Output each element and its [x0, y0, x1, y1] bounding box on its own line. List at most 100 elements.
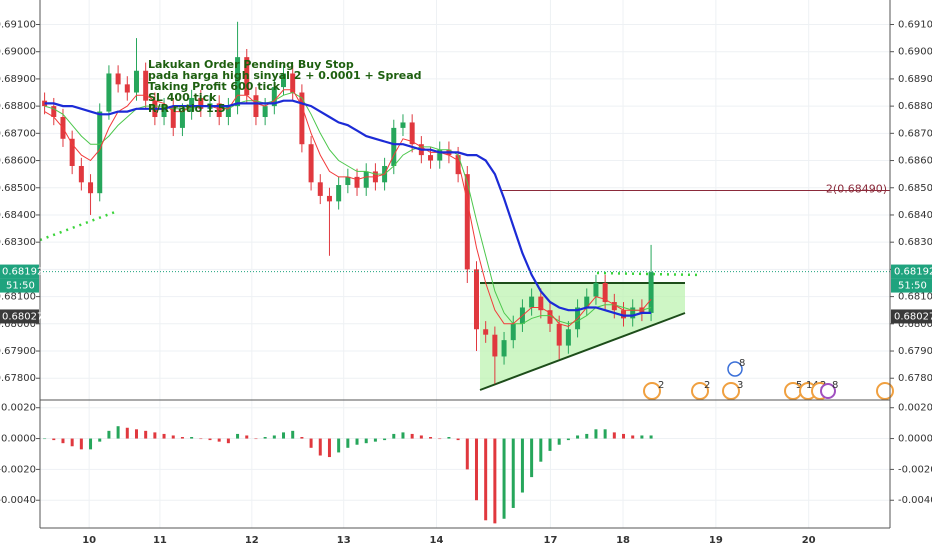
price-tag	[891, 309, 932, 324]
candle-body	[510, 323, 516, 341]
countdown: 51:50	[6, 281, 35, 292]
candle-body	[621, 310, 627, 319]
candle-body	[538, 296, 544, 311]
x-tick-label: 13	[337, 535, 351, 546]
histogram-bar	[401, 432, 405, 439]
candle-body	[400, 122, 406, 128]
candle-body	[225, 106, 231, 118]
histogram-bar	[309, 438, 313, 448]
candle-body	[409, 122, 415, 145]
histogram-bar	[640, 435, 644, 439]
histogram-bar	[631, 435, 635, 439]
histogram-bar	[190, 437, 194, 439]
candle-body	[345, 176, 351, 186]
histogram-bar	[364, 438, 368, 444]
candle-body	[281, 73, 287, 88]
histogram-bar	[429, 437, 433, 439]
y-tick-label: 0.0000	[1, 434, 36, 445]
price-tag-label: 0.68027	[894, 311, 932, 322]
candle-body	[308, 144, 314, 183]
y-tick-label: 0.69000	[0, 47, 36, 58]
candle-body	[556, 323, 562, 346]
candle-body	[161, 106, 167, 118]
candle-body	[501, 340, 507, 357]
histogram-bar	[337, 438, 341, 453]
annotation: Lakukan Order Pending Buy Stop pada harg…	[148, 58, 422, 115]
histogram-bar	[61, 438, 65, 444]
y-tick-label: 0.0000	[898, 434, 932, 445]
histogram-bar	[327, 438, 331, 458]
x-tick-label: 14	[430, 535, 444, 546]
candle-body	[262, 106, 268, 118]
candle-body	[88, 182, 94, 194]
event-count: 8	[739, 358, 745, 369]
histogram-bar	[566, 438, 570, 441]
annotation-line: Taking Profit 600 tick	[148, 80, 281, 93]
x-tick-label: 17	[543, 535, 557, 546]
event-count: 5	[796, 380, 802, 391]
countdown: 51:50	[898, 281, 927, 292]
histogram-bar	[520, 438, 524, 493]
histogram-bar	[612, 432, 616, 439]
y-tick-label: 0.68100	[0, 292, 36, 303]
histogram-bar	[594, 429, 598, 439]
y-tick-label: 0.68900	[898, 74, 932, 85]
y-tick-label: 0.68800	[0, 101, 36, 112]
candle-body	[179, 111, 185, 128]
candle-body	[299, 92, 305, 145]
candle-body	[133, 70, 139, 93]
histogram-bar	[649, 435, 653, 439]
candle-body	[611, 302, 617, 311]
y-tick-label: 0.68300	[0, 237, 36, 248]
candle-body	[630, 307, 636, 319]
level-label: 2(0.68490)	[826, 182, 887, 195]
candle-body	[437, 149, 443, 161]
histogram-bar	[70, 438, 74, 447]
y-tick-label: 0.68000	[0, 319, 36, 330]
candle-body	[235, 57, 241, 107]
x-tick-label: 19	[709, 535, 723, 546]
event-icon	[727, 361, 743, 377]
x-tick-label: 18	[616, 535, 630, 546]
candle-body	[547, 310, 553, 324]
histogram-bar	[603, 429, 607, 439]
histogram-bar	[539, 438, 543, 462]
event-icon	[722, 382, 740, 400]
y-tick-label: -0.0020	[898, 464, 932, 475]
moving-average	[44, 99, 652, 317]
support-line	[479, 312, 686, 391]
histogram-bar	[208, 438, 212, 441]
histogram-bar	[89, 438, 93, 450]
x-tick-label: 11	[153, 535, 167, 546]
price-tag	[891, 264, 932, 279]
y-tick-label: 0.67900	[898, 346, 932, 357]
y-tick-label: 0.0020	[1, 403, 36, 414]
histogram-bar	[52, 438, 56, 441]
histogram-bar	[318, 438, 322, 456]
candle-body	[464, 174, 470, 270]
y-tick-label: 0.69100	[898, 19, 932, 30]
candle-body	[529, 296, 535, 308]
y-tick-label: 0.68800	[898, 101, 932, 112]
event-count: 2	[704, 380, 710, 391]
candle-body	[602, 282, 608, 303]
histogram-bar	[291, 430, 295, 439]
candle-body	[326, 195, 332, 202]
y-tick-label: -0.0020	[0, 464, 36, 475]
candle-body	[483, 329, 489, 335]
histogram-bar	[484, 438, 488, 521]
y-tick-label: 0.68600	[0, 156, 36, 167]
histogram-bar	[217, 438, 221, 442]
y-tick-label: 0.68100	[898, 292, 932, 303]
y-tick-label: 0.68500	[898, 183, 932, 194]
candle-body	[216, 103, 222, 118]
y-tick-label: 0.68300	[898, 237, 932, 248]
y-tick-label: 0.68700	[0, 128, 36, 139]
histogram-bar	[456, 438, 460, 441]
histogram-bar	[410, 433, 414, 439]
y-tick-label: 0.68700	[898, 128, 932, 139]
histogram-bar	[199, 438, 203, 440]
price-tag-label: 0.68192	[894, 267, 932, 278]
event-count: 14	[806, 380, 819, 391]
